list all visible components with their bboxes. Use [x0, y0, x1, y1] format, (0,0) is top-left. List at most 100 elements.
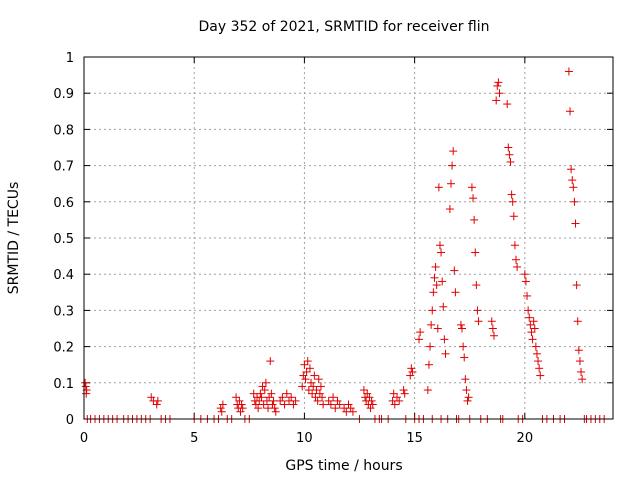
data-point: [257, 393, 266, 402]
data-point: [399, 386, 408, 395]
data-point: [524, 306, 533, 315]
data-point: [432, 281, 441, 290]
data-point: [152, 400, 161, 409]
data-point: [348, 407, 357, 416]
data-point: [568, 176, 577, 185]
data-point: [255, 396, 264, 405]
data-point: [218, 400, 227, 409]
data-point: [312, 386, 321, 395]
data-point: [329, 393, 338, 402]
data-point: [450, 266, 459, 275]
data-point: [406, 371, 415, 380]
data-point: [575, 357, 584, 366]
data-point: [577, 367, 586, 376]
data-point: [493, 81, 502, 90]
data-point: [572, 281, 581, 290]
data-point: [265, 393, 274, 402]
data-point: [461, 375, 470, 384]
data-point: [508, 197, 517, 206]
data-point: [530, 324, 539, 333]
data-point: [494, 78, 503, 87]
data-point: [467, 183, 476, 192]
data-point: [302, 367, 311, 376]
data-point: [236, 407, 245, 416]
data-point: [303, 357, 312, 366]
plot-frame: [83, 56, 614, 420]
data-point: [531, 342, 540, 351]
data-point: [528, 335, 537, 344]
data-point: [304, 386, 313, 395]
data-point: [509, 212, 518, 221]
data-point: [278, 393, 287, 402]
data-point: [492, 96, 501, 105]
data-point: [456, 320, 465, 329]
data-point: [408, 367, 417, 376]
data-point: [536, 371, 545, 380]
data-point: [567, 165, 576, 174]
data-point: [363, 389, 372, 398]
data-point: [439, 302, 448, 311]
data-point: [258, 382, 267, 391]
x-tick-label: 20: [517, 431, 534, 446]
data-point: [216, 404, 225, 413]
data-point: [301, 375, 310, 384]
data-point: [407, 364, 416, 373]
data-point: [566, 107, 575, 116]
data-point: [434, 183, 443, 192]
data-point: [532, 349, 541, 358]
data-point: [319, 400, 328, 409]
data-point: [534, 357, 543, 366]
data-point: [400, 389, 409, 398]
y-tick-label: 0.4: [53, 268, 74, 283]
data-point: [280, 400, 289, 409]
data-point: [504, 143, 513, 152]
data-point: [428, 306, 437, 315]
y-axis-ticks: 0 0.1 0.2 0.3 0.4 0.5 0.6 0.7 0.8 0.9 1: [53, 51, 613, 428]
data-point: [472, 281, 481, 290]
data-point: [435, 241, 444, 250]
data-point: [570, 197, 579, 206]
data-point: [569, 183, 578, 192]
data-point: [309, 382, 318, 391]
data-point: [300, 360, 309, 369]
chart-title: Day 352 of 2021, SRMTID for receiver fli…: [199, 19, 490, 35]
data-point: [307, 378, 316, 387]
data-point: [527, 328, 536, 337]
data-point: [426, 342, 435, 351]
data-point: [81, 382, 90, 391]
data-point: [445, 205, 454, 214]
x-tick-label: 0: [80, 431, 88, 446]
data-point: [366, 404, 375, 413]
data-point: [256, 389, 265, 398]
data-point: [464, 393, 473, 402]
data-point: [365, 393, 374, 402]
data-point: [423, 386, 432, 395]
data-point: [440, 335, 449, 344]
data-point: [427, 320, 436, 329]
data-point: [535, 364, 544, 373]
data-point: [390, 400, 399, 409]
data-point: [520, 270, 529, 279]
data-point: [463, 396, 472, 405]
data-point: [473, 306, 482, 315]
data-point: [438, 277, 447, 286]
data-point: [506, 157, 515, 166]
data-point: [564, 67, 573, 76]
data-point: [507, 190, 516, 199]
data-point: [510, 241, 519, 250]
data-point: [271, 407, 280, 416]
data-point: [291, 396, 300, 405]
data-point: [268, 400, 277, 409]
data-point: [266, 357, 275, 366]
x-tick-label: 10: [296, 431, 313, 446]
data-point: [81, 378, 90, 387]
data-point: [512, 255, 521, 264]
grid-lines: [84, 57, 613, 419]
x-axis-ticks: 0 5 10 15 20: [80, 57, 533, 446]
data-point: [424, 360, 433, 369]
x-tick-label: 5: [190, 431, 198, 446]
data-point: [237, 400, 246, 409]
data-point: [441, 349, 450, 358]
y-tick-label: 0.3: [53, 304, 74, 319]
